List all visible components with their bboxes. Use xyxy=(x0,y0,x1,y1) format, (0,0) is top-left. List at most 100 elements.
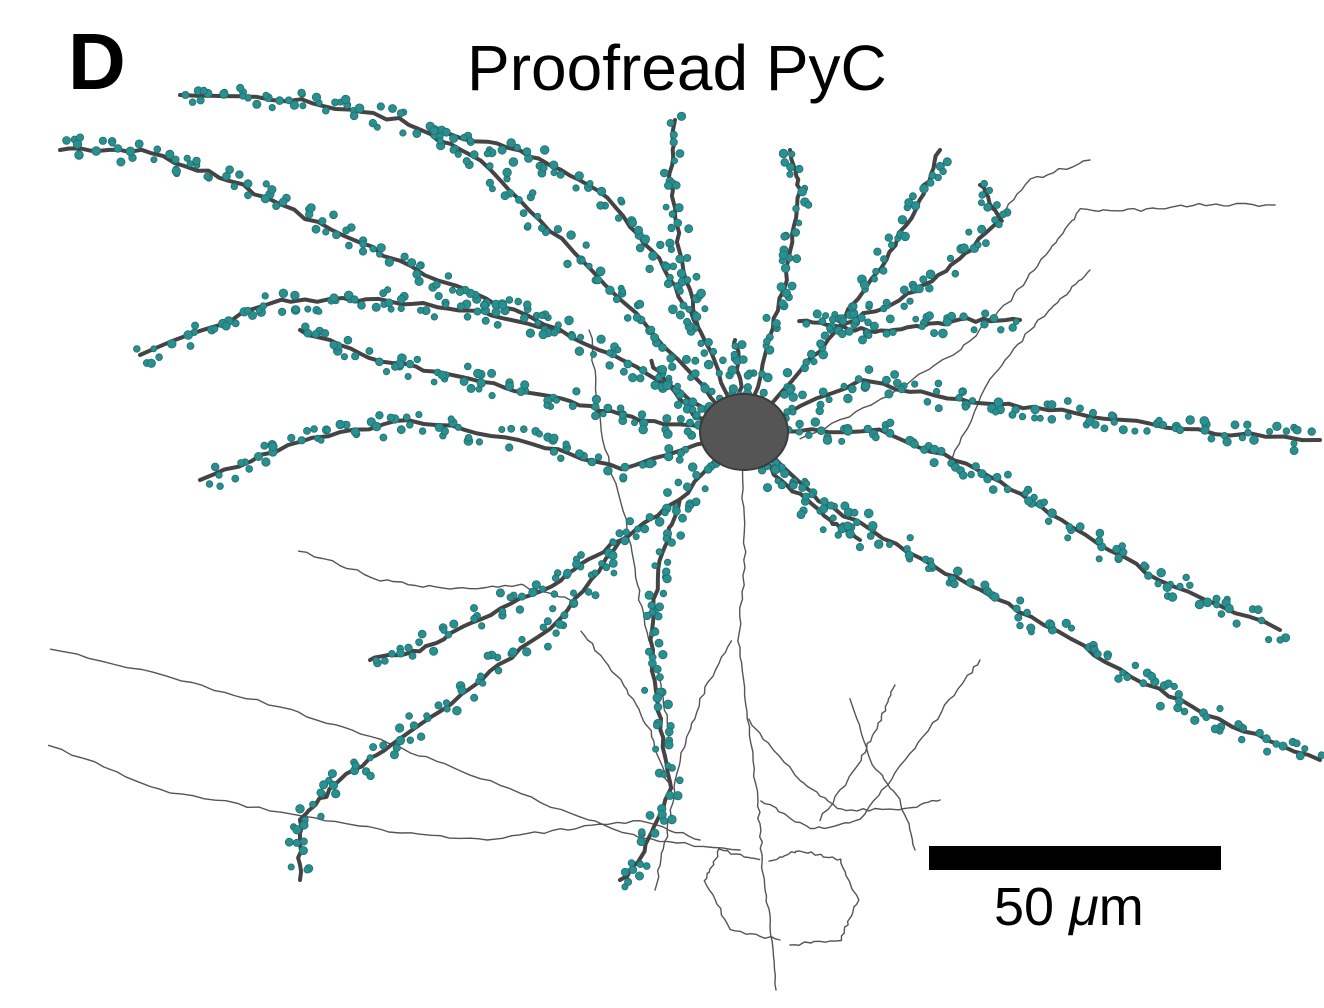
synapse-marker xyxy=(614,214,623,222)
synapse-marker xyxy=(416,732,426,741)
synapse-marker xyxy=(838,437,846,445)
synapse-marker xyxy=(1008,323,1017,332)
synapse-marker xyxy=(441,127,451,137)
synapse-marker xyxy=(167,339,177,349)
synapse-marker xyxy=(623,314,632,322)
synapse-marker xyxy=(635,871,645,881)
synapse-marker xyxy=(669,130,678,139)
synapse-marker xyxy=(1182,573,1190,582)
scale-bar-value: 50 xyxy=(994,877,1055,937)
synapse-marker xyxy=(928,561,936,570)
synapse-marker xyxy=(287,433,296,443)
synapse-marker xyxy=(342,226,351,235)
synapse-marker xyxy=(584,588,593,596)
synapse-marker xyxy=(667,814,677,825)
synapse-marker xyxy=(1044,517,1053,525)
synapse-marker xyxy=(983,203,992,212)
synapse-marker xyxy=(528,587,538,598)
synapse-marker xyxy=(1040,498,1048,506)
synapse-marker xyxy=(221,321,231,331)
synapse-marker xyxy=(871,275,879,283)
synapse-marker xyxy=(318,217,327,226)
dendrite-branch xyxy=(58,146,745,436)
synapse-marker xyxy=(636,374,645,383)
synapse-marker xyxy=(405,359,415,369)
synapse-marker xyxy=(1114,674,1123,683)
synapse-marker xyxy=(701,305,709,313)
synapse-marker xyxy=(1202,597,1213,608)
synapse-marker xyxy=(479,679,487,687)
synapse-marker xyxy=(444,631,453,639)
axon-arbor xyxy=(48,159,1276,991)
synapse-marker xyxy=(959,243,969,254)
synapse-marker xyxy=(1230,420,1240,430)
synapse-marker xyxy=(791,228,800,237)
synapse-marker xyxy=(260,194,270,204)
synapse-marker xyxy=(309,800,317,809)
synapse-marker xyxy=(369,743,378,752)
synapse-marker xyxy=(317,436,325,444)
synapse-marker xyxy=(789,408,797,416)
synapse-marker xyxy=(679,301,688,310)
synapse-marker xyxy=(311,224,321,234)
axon-branch xyxy=(748,718,941,812)
synapse-marker xyxy=(1012,318,1020,326)
synapse-marker xyxy=(262,91,270,100)
synapse-marker xyxy=(402,413,411,422)
synapse-marker xyxy=(1036,414,1044,422)
axon-branch xyxy=(297,550,571,601)
synapse-marker xyxy=(934,379,943,388)
synapse-marker xyxy=(663,558,672,566)
synapse-marker xyxy=(469,150,479,160)
synapse-marker xyxy=(459,377,469,386)
synapse-marker xyxy=(460,133,468,142)
synapse-marker xyxy=(379,433,388,442)
synapse-marker xyxy=(778,299,787,308)
synapse-marker xyxy=(1216,704,1224,713)
synapse-marker xyxy=(668,304,678,315)
synapse-marker xyxy=(298,846,308,856)
synapse-marker xyxy=(358,247,368,256)
synapse-marker xyxy=(483,150,491,158)
synapse-marker xyxy=(688,397,698,407)
synapse-marker xyxy=(171,166,181,176)
synapse-marker xyxy=(634,525,642,533)
axon-branch xyxy=(49,648,741,851)
synapse-marker xyxy=(1295,751,1305,761)
synapse-marker xyxy=(674,478,683,487)
synapse-marker xyxy=(442,301,450,309)
synapse-marker xyxy=(205,480,214,488)
synapse-marker xyxy=(183,330,194,340)
synapse-marker xyxy=(636,837,646,847)
synapse-marker xyxy=(778,250,788,260)
synapse-marker xyxy=(574,346,585,356)
synapse-marker xyxy=(1237,735,1246,744)
synapse-marker xyxy=(430,378,438,386)
synapse-marker xyxy=(454,423,462,431)
synapse-marker xyxy=(469,604,478,613)
synapse-marker xyxy=(406,421,414,429)
synapse-marker xyxy=(819,497,829,506)
synapse-marker xyxy=(186,160,194,168)
synapse-marker xyxy=(525,328,536,338)
synapse-marker xyxy=(665,790,675,800)
synapse-marker xyxy=(1278,741,1288,751)
synapse-marker xyxy=(560,611,569,620)
synapse-marker xyxy=(650,333,659,342)
synapse-marker xyxy=(412,269,422,279)
synapse-marker xyxy=(574,171,584,181)
synapse-marker xyxy=(1110,418,1118,426)
synapse-marker xyxy=(681,354,691,364)
synapse-marker xyxy=(802,358,811,367)
synapse-marker xyxy=(1272,421,1282,432)
synapse-marker xyxy=(897,215,908,225)
synapse-marker xyxy=(847,384,857,394)
synapse-marker xyxy=(999,210,1007,219)
synapse-marker xyxy=(651,627,660,636)
synapse-marker xyxy=(590,350,598,358)
synapse-marker xyxy=(549,160,559,170)
synapse-marker xyxy=(684,224,694,234)
synapse-marker xyxy=(730,350,739,359)
synapse-marker xyxy=(667,224,676,233)
synapse-marker xyxy=(770,464,781,475)
